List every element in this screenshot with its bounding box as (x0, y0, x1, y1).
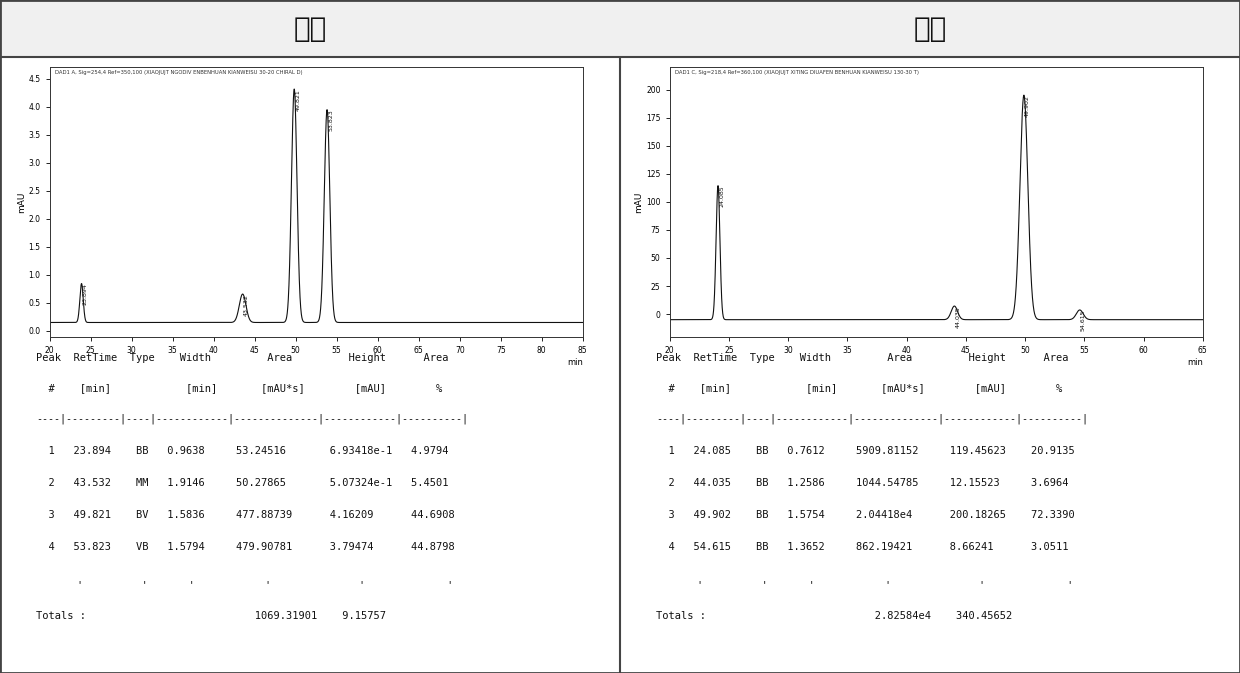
Text: 4   54.615    BB   1.3652     862.19421      8.66241      3.0511: 4 54.615 BB 1.3652 862.19421 8.66241 3.0… (656, 542, 1069, 552)
Text: #    [min]            [min]       [mAU*s]        [mAU]        %: # [min] [min] [mAU*s] [mAU] % (656, 384, 1063, 394)
Text: 2   43.532    MM   1.9146     50.27865       5.07324e-1   5.4501: 2 43.532 MM 1.9146 50.27865 5.07324e-1 5… (36, 478, 449, 488)
Text: 24.085: 24.085 (719, 186, 724, 207)
Text: Totals :                           1069.31901    9.15757: Totals : 1069.31901 9.15757 (36, 611, 386, 621)
Text: 3   49.902    BB   1.5754     2.04418e4      200.18265    72.3390: 3 49.902 BB 1.5754 2.04418e4 200.18265 7… (656, 510, 1075, 520)
Text: 2   44.035    BB   1.2586     1044.54785     12.15523     3.6964: 2 44.035 BB 1.2586 1044.54785 12.15523 3… (656, 478, 1069, 488)
Text: #    [min]            [min]       [mAU*s]        [mAU]        %: # [min] [min] [mAU*s] [mAU] % (36, 384, 443, 394)
Text: ----|---------|----|------------|--------------|------------|----------|: ----|---------|----|------------|-------… (656, 414, 1089, 424)
Text: Totals :                           2.82584e4    340.45652: Totals : 2.82584e4 340.45652 (656, 611, 1012, 621)
Text: 消旋: 消旋 (294, 15, 326, 42)
Text: 1   23.894    BB   0.9638     53.24516       6.93418e-1   4.9794: 1 23.894 BB 0.9638 53.24516 6.93418e-1 4… (36, 446, 449, 456)
Text: 49.821: 49.821 (295, 89, 300, 111)
Text: '          '       '            '               '              ': ' ' ' ' ' ' (656, 581, 1074, 591)
Text: 手性: 手性 (914, 15, 946, 42)
Text: DAD1 A, Sig=254,4 Ref=350,100 (XIAOJUJT NGODIV ENBENHUAN KIANWEISU 30-20 CHIRAL : DAD1 A, Sig=254,4 Ref=350,100 (XIAOJUJT … (55, 70, 303, 75)
Y-axis label: mAU: mAU (635, 191, 644, 213)
Text: 23.894: 23.894 (83, 283, 88, 306)
Text: min: min (567, 358, 583, 367)
Text: Peak  RetTime  Type    Width         Area         Height      Area: Peak RetTime Type Width Area Height Area (36, 353, 449, 363)
Text: DAD1 C, Sig=218,4 Ref=360,100 (XIAOJUJT XITING DIUAFEN BENHUAN KIANWEISU 130-30 : DAD1 C, Sig=218,4 Ref=360,100 (XIAOJUJT … (675, 70, 919, 75)
Text: 49.902: 49.902 (1025, 95, 1030, 117)
Text: 53.823: 53.823 (329, 110, 334, 131)
Bar (0, 0, 1240, 57)
Text: 1   24.085    BB   0.7612     5909.81152     119.45623    20.9135: 1 24.085 BB 0.7612 5909.81152 119.45623 … (656, 446, 1075, 456)
Text: min: min (1187, 358, 1203, 367)
Text: 3   49.821    BV   1.5836     477.88739      4.16209      44.6908: 3 49.821 BV 1.5836 477.88739 4.16209 44.… (36, 510, 455, 520)
Text: 4   53.823    VB   1.5794     479.90781      3.79474      44.8798: 4 53.823 VB 1.5794 479.90781 3.79474 44.… (36, 542, 455, 552)
Text: 43.532: 43.532 (244, 294, 249, 316)
Text: Peak  RetTime  Type    Width         Area         Height      Area: Peak RetTime Type Width Area Height Area (656, 353, 1069, 363)
Text: 44.035: 44.035 (956, 306, 961, 328)
Text: ----|---------|----|------------|--------------|------------|----------|: ----|---------|----|------------|-------… (36, 414, 469, 424)
Y-axis label: mAU: mAU (16, 191, 26, 213)
Text: '          '       '            '               '              ': ' ' ' ' ' ' (36, 581, 454, 591)
Text: 54.615: 54.615 (1081, 310, 1086, 332)
